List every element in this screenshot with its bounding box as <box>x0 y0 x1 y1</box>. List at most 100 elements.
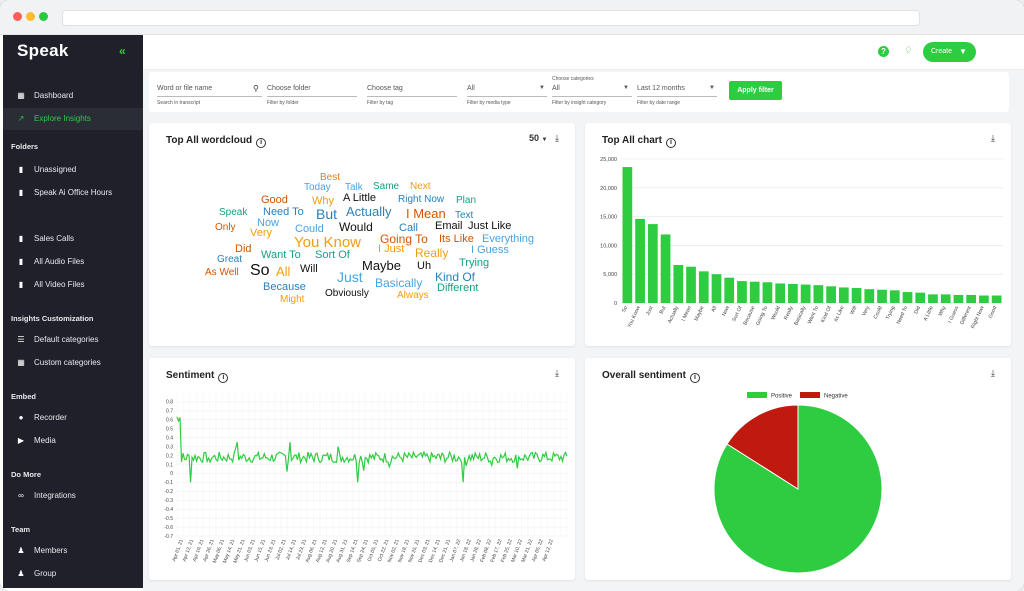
wordcloud-word: Want To <box>261 249 301 261</box>
bar[interactable] <box>647 224 658 303</box>
bar[interactable] <box>724 277 735 303</box>
sidebar-item-explore-insights[interactable]: ↗ Explore Insights <box>3 108 143 130</box>
apply-filter-button[interactable]: Apply filter <box>729 81 782 100</box>
wordcloud-word: Kind Of <box>435 270 476 284</box>
overall-sentiment-title: Overall sentiment i <box>602 370 700 383</box>
sidebar-item-unassigned[interactable]: ▮ Unassigned <box>3 159 143 181</box>
bar[interactable] <box>851 288 862 303</box>
wordcloud-word: Next <box>410 181 431 192</box>
bar[interactable] <box>660 234 671 303</box>
sidebar-item-dashboard[interactable]: ▦ Dashboard <box>17 91 74 100</box>
sidebar-item-recorder[interactable]: ● Recorder <box>3 407 143 429</box>
bar[interactable] <box>686 266 696 303</box>
file-icon: ▮ <box>18 165 24 174</box>
sidebar-item-video-files[interactable]: ▮ All Video Files <box>3 274 143 296</box>
close-dot-icon[interactable] <box>13 12 22 21</box>
wordcloud-word: Good <box>261 194 288 206</box>
bar[interactable] <box>915 292 926 303</box>
bar[interactable] <box>622 167 633 303</box>
x-tick-label: Trying <box>885 305 896 321</box>
bar[interactable] <box>635 218 645 303</box>
media-type-select[interactable]: All <box>467 85 475 92</box>
list-icon: ☰ <box>17 335 25 344</box>
info-icon[interactable]: i <box>256 138 267 148</box>
bar[interactable] <box>838 287 849 303</box>
bar[interactable] <box>953 294 964 303</box>
create-button[interactable]: Create ▼ <box>923 42 976 62</box>
download-icon[interactable]: ⤓ <box>991 133 995 143</box>
top-bar: ? ♢ Create ▼ <box>143 35 1024 70</box>
wordcloud-title: Top All wordcloud i <box>166 135 267 148</box>
overall-sentiment-card: Overall sentiment i ⤓ Positive Negative <box>585 358 1011 580</box>
bar[interactable] <box>800 284 811 303</box>
bar[interactable] <box>749 281 760 303</box>
sidebar-item-sales-calls[interactable]: ▮ Sales Calls <box>3 228 143 250</box>
bar[interactable] <box>826 286 836 303</box>
app-logo: Speak <box>17 41 69 60</box>
bar[interactable] <box>877 289 887 303</box>
x-tick-label: Would <box>770 305 782 321</box>
bar[interactable] <box>737 281 747 303</box>
sentiment-title: Sentiment i <box>166 370 229 383</box>
help-icon[interactable]: ? <box>878 46 889 57</box>
y-tick-label: -0.7 <box>164 534 173 540</box>
bar[interactable] <box>788 283 798 303</box>
bar[interactable] <box>902 292 913 303</box>
folder-select[interactable]: Choose folder <box>267 85 311 92</box>
sidebar-item-members[interactable]: ♟ Members <box>17 546 68 555</box>
collapse-sidebar-icon[interactable]: « <box>119 44 126 58</box>
sidebar-item-default-categories[interactable]: ☰ Default categories <box>17 335 99 344</box>
bell-icon[interactable]: ♢ <box>904 45 913 56</box>
info-icon[interactable]: i <box>218 373 229 383</box>
x-tick-label: Will <box>849 305 858 315</box>
pie-chart: Positive Negative <box>713 392 883 574</box>
sidebar-item-audio-files[interactable]: ▮ All Audio Files <box>3 251 143 273</box>
download-icon[interactable]: ⤓ <box>991 368 995 378</box>
bar[interactable] <box>864 289 875 303</box>
info-icon[interactable]: i <box>666 138 676 148</box>
bar[interactable] <box>889 290 900 303</box>
sidebar-item-media[interactable]: ▶ Media <box>17 436 56 445</box>
bar[interactable] <box>979 295 989 303</box>
chevron-down-icon: ▼ <box>709 85 715 91</box>
wordcloud-word: Right Now <box>398 194 445 205</box>
word-count-select[interactable]: 50 ▼ <box>529 133 548 143</box>
wordcloud-word: Text <box>455 210 474 221</box>
sidebar-item-custom-categories[interactable]: ▦ Custom categories <box>17 358 101 367</box>
sentiment-series-line <box>176 416 568 483</box>
tag-select[interactable]: Choose tag <box>367 85 403 92</box>
bar[interactable] <box>775 283 786 303</box>
y-tick-label: 0.4 <box>166 435 173 441</box>
y-tick-label: -0.3 <box>164 498 173 504</box>
chevron-down-icon: ▼ <box>539 85 545 91</box>
bar[interactable] <box>698 271 709 303</box>
x-tick-label: Its Like <box>833 305 845 323</box>
sentiment-line-chart: 0.8 0.7 0.6 0.5 0.4 0.3 0.2 0.1 0 -0.1 -0.2 -0.3 -0.… <box>164 393 568 564</box>
bar[interactable] <box>711 274 722 303</box>
sidebar-item-office-hours[interactable]: ▮ Speak Ai Office Hours <box>3 182 143 204</box>
bar[interactable] <box>991 295 1002 303</box>
bar[interactable] <box>673 264 684 303</box>
top-chart-title: Top All chart i <box>602 135 676 148</box>
bar[interactable] <box>928 294 938 303</box>
wordcloud-word: I Mean <box>406 206 446 221</box>
search-icon[interactable]: ⚲ <box>253 84 259 93</box>
wordcloud-word: Today <box>304 182 331 193</box>
download-icon[interactable]: ⤓ <box>555 368 559 378</box>
pie-slice-negative[interactable] <box>726 404 799 490</box>
download-icon[interactable]: ⤓ <box>555 133 559 143</box>
sidebar-item-integrations[interactable]: ∞ Integrations <box>3 485 143 507</box>
wordcloud-word: I Guess <box>471 244 509 256</box>
bar[interactable] <box>966 294 977 303</box>
bar[interactable] <box>762 282 773 303</box>
categories-select[interactable]: All <box>552 85 560 92</box>
maximize-dot-icon[interactable] <box>39 12 48 21</box>
address-bar[interactable] <box>62 10 920 26</box>
bar[interactable] <box>940 294 951 303</box>
sidebar-item-group[interactable]: ♟ Group <box>17 569 57 578</box>
info-icon[interactable]: i <box>689 373 700 383</box>
date-range-select[interactable]: Last 12 months <box>637 85 685 92</box>
search-input[interactable]: Word or file name <box>157 85 213 92</box>
minimize-dot-icon[interactable] <box>26 12 35 21</box>
bar[interactable] <box>813 285 824 303</box>
